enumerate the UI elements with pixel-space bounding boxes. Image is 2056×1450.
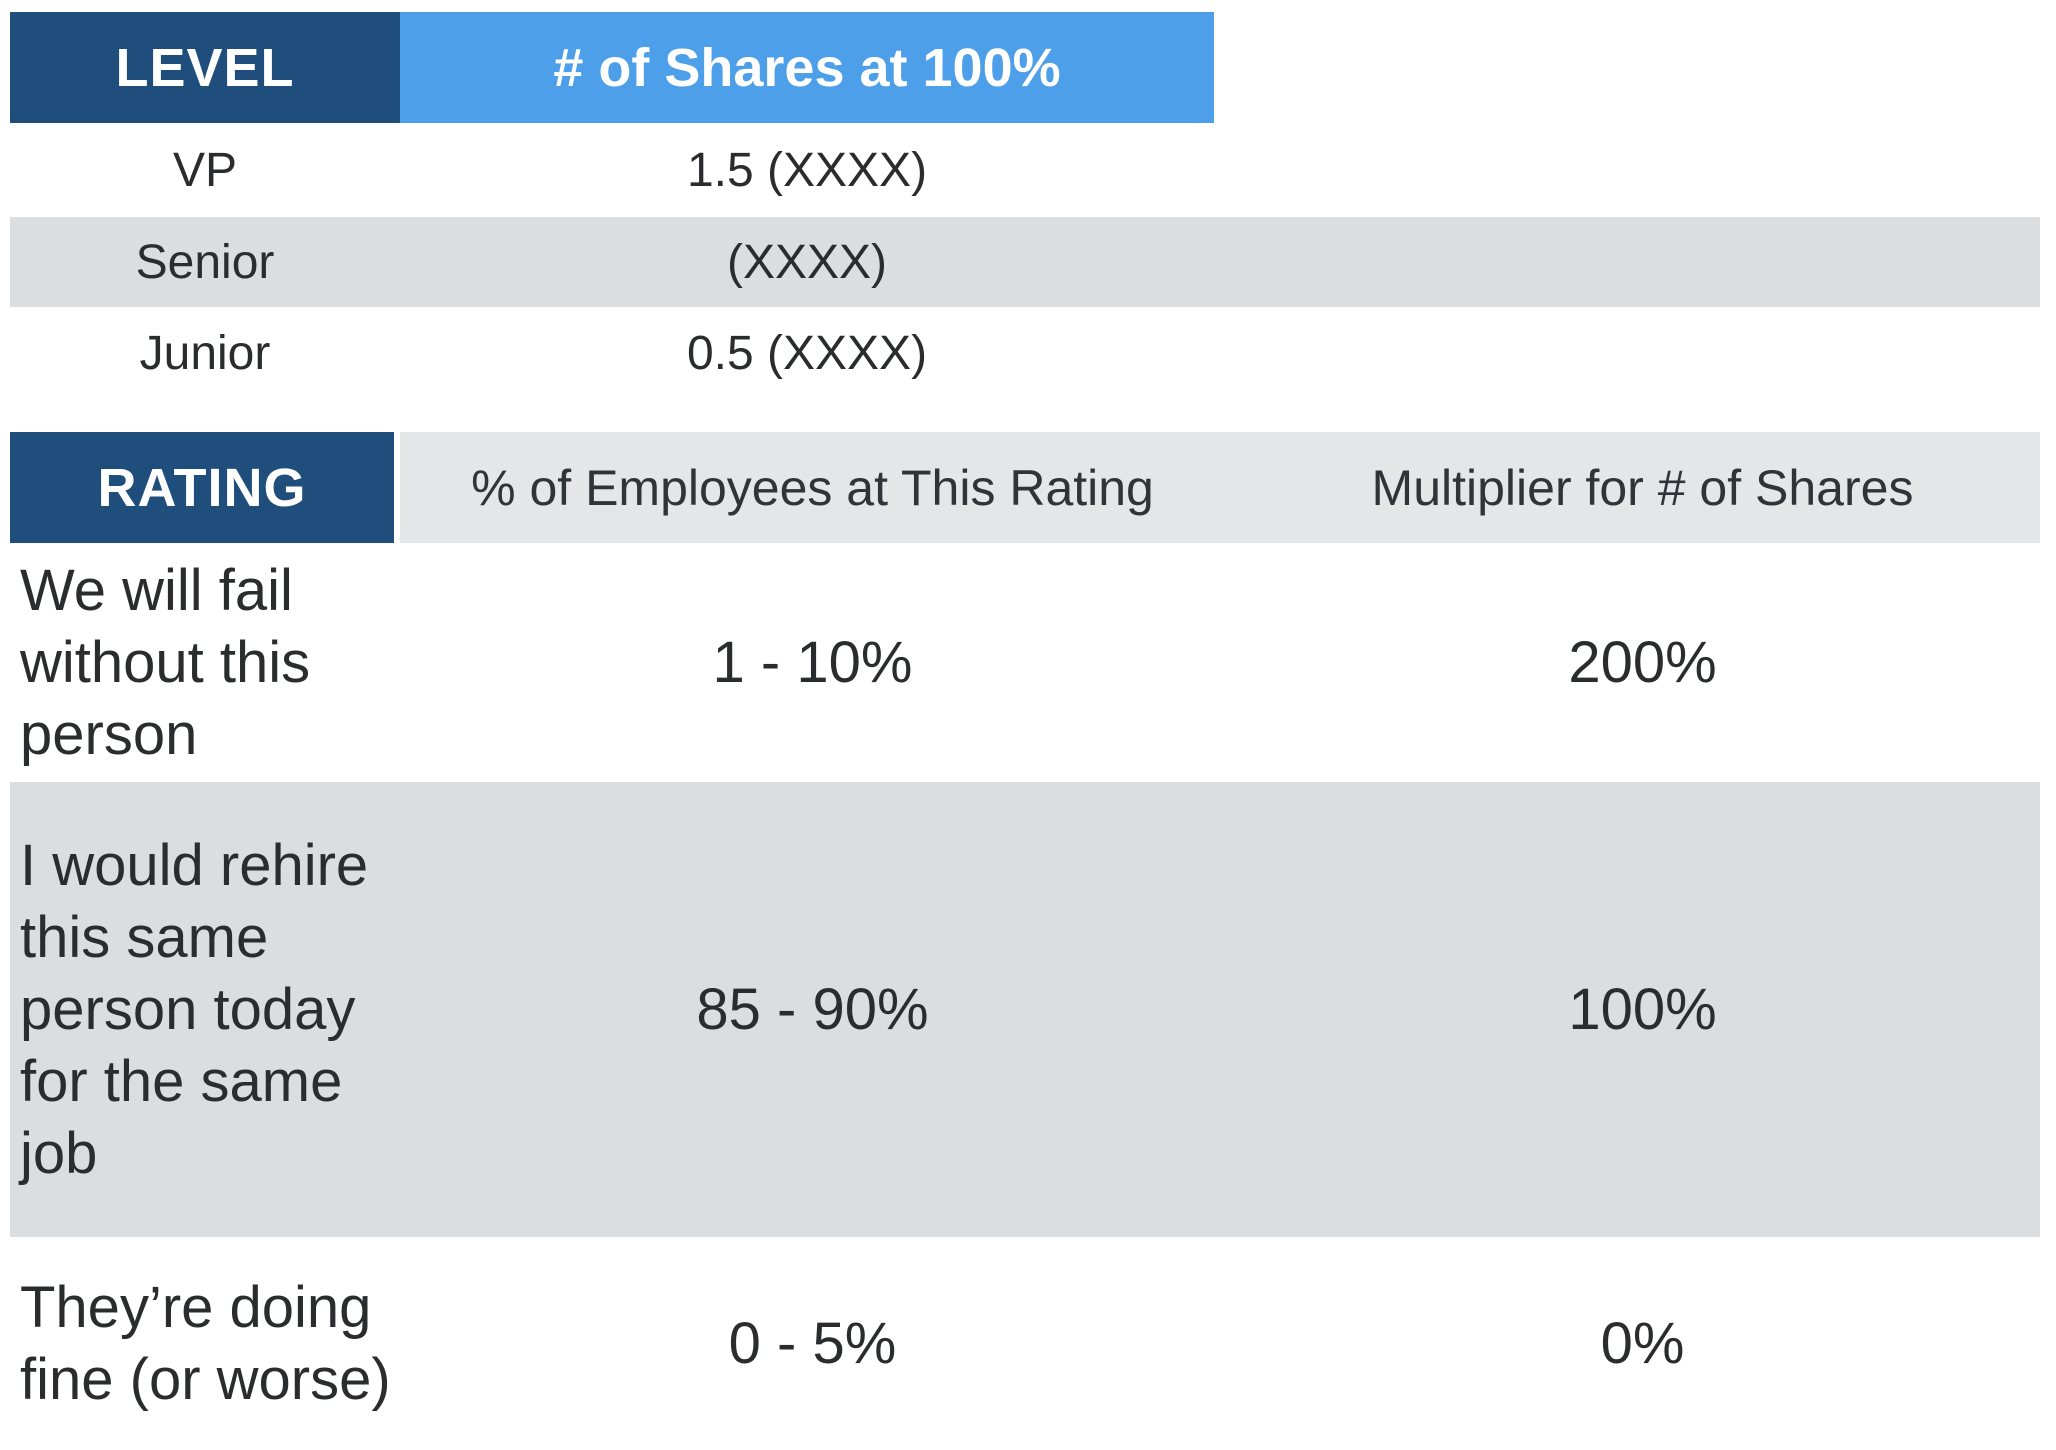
table-row: VP 1.5 (XXXX)	[10, 123, 2040, 217]
level-cell: VP	[172, 143, 238, 197]
shares-cell: (XXXX)	[726, 235, 888, 289]
level-cell: Senior	[135, 235, 275, 289]
rating-cell: They’re doing fine (or worse)	[10, 1272, 400, 1416]
multiplier-column-header: Multiplier for # of Shares	[1371, 459, 1914, 516]
shares-cell: 0.5 (XXXX)	[686, 327, 928, 380]
shares-column-header: # of Shares at 100%	[400, 12, 1214, 123]
level-shares-table: LEVEL # of Shares at 100% VP 1.5 (XXXX) …	[10, 12, 2040, 400]
employees-pct-column-header: % of Employees at This Rating	[471, 459, 1154, 516]
rating-cell-text: They’re doing fine (or worse)	[20, 1274, 391, 1412]
rating-cell-text: We will fail without this person	[20, 557, 311, 767]
level-table-header-row: LEVEL # of Shares at 100%	[10, 12, 2040, 123]
employees-pct-cell: 85 - 90%	[696, 977, 929, 1042]
table-row: I would rehire this same person today fo…	[10, 782, 2040, 1237]
table-row: We will fail without this person 1 - 10%…	[10, 543, 2040, 782]
table-row: They’re doing fine (or worse) 0 - 5% 0%	[10, 1237, 2040, 1450]
employees-pct-cell: 1 - 10%	[712, 630, 913, 695]
level-column-header: LEVEL	[10, 12, 400, 123]
level-cell: Junior	[139, 327, 271, 380]
rating-cell: I would rehire this same person today fo…	[10, 830, 400, 1190]
rating-column-header: RATING	[10, 432, 400, 543]
rating-table-header-band: % of Employees at This Rating Multiplier…	[400, 432, 2040, 543]
table-row: Junior 0.5 (XXXX)	[10, 307, 2040, 400]
employees-pct-cell: 0 - 5%	[728, 1311, 897, 1376]
shares-cell: 1.5 (XXXX)	[686, 143, 928, 197]
multiplier-cell: 100%	[1568, 977, 1717, 1042]
multiplier-cell: 200%	[1568, 630, 1717, 695]
rating-cell-text: I would rehire this same person today fo…	[20, 832, 369, 1186]
rating-table-header-row: RATING % of Employees at This Rating Mul…	[10, 432, 2040, 543]
rating-cell: We will fail without this person	[10, 555, 400, 771]
rating-multiplier-table: RATING % of Employees at This Rating Mul…	[10, 432, 2040, 1450]
table-row: Senior (XXXX)	[10, 217, 2040, 307]
multiplier-cell: 0%	[1600, 1311, 1685, 1376]
